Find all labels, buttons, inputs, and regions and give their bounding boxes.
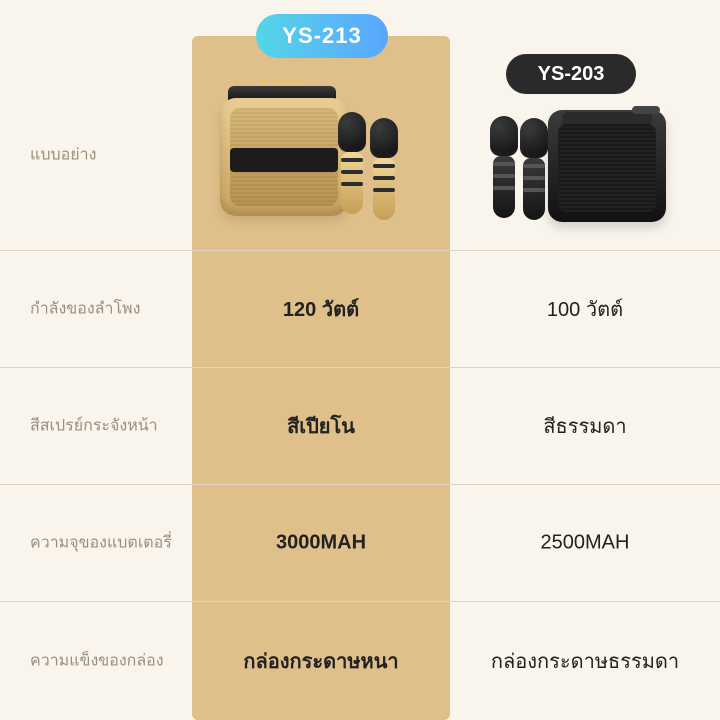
cell-2b: สีธรรมดา [460,410,710,442]
row-3: ความจุของแบตเตอรี่ 3000MAH 2500MAH [0,484,720,601]
comparison-table: YS-213 YS-203 แบบอย่าง ISHINE กำลังของลำ… [0,0,720,720]
row-label-0: แบบอย่าง [30,143,96,168]
row-2: สีสเปรย์กระจังหน้า สีเปียโน สีธรรมดา [0,367,720,484]
cell-3b: 2500MAH [460,532,710,555]
row-4: ความแข็งของกล่อง กล่องกระดาษหนา กล่องกระ… [0,601,720,720]
cell-2a: สีเปียโน [192,410,450,442]
row-label-4: ความแข็งของกล่อง [30,649,164,674]
product-image-primary: ISHINE [218,80,426,230]
cell-3a: 3000MAH [192,532,450,555]
row-label-1: กำลังของลำโพง [30,297,140,322]
model-primary-text: YS-213 [282,23,361,49]
cell-4a: กล่องกระดาษหนา [192,645,450,677]
row-1: กำลังของลำโพง 120 วัตต์ 100 วัตต์ [0,250,720,367]
product-image-secondary [486,100,682,230]
row-label-3: ความจุของแบตเตอรี่ [30,531,172,556]
cell-4b: กล่องกระดาษธรรมดา [460,645,710,677]
cell-1a: 120 วัตต์ [192,293,450,325]
row-label-2: สีสเปรย์กระจังหน้า [30,414,158,439]
model-badge-primary: YS-213 [256,14,388,58]
cell-1b: 100 วัตต์ [460,293,710,325]
